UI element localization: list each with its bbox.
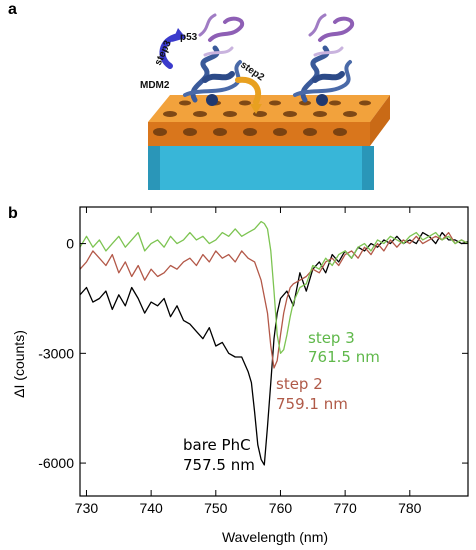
series-line-step-3 bbox=[79, 220, 469, 354]
protein-complex-left bbox=[183, 13, 245, 106]
annotation-step3-name: step 3 bbox=[308, 329, 355, 347]
panel-b-letter: b bbox=[8, 205, 18, 222]
annotation-bare-phc-value: 757.5 nm bbox=[183, 456, 255, 474]
x-axis-label: Wavelength (nm) bbox=[222, 529, 328, 545]
step2-arrow bbox=[235, 76, 262, 105]
x-tick-label: 780 bbox=[398, 500, 422, 516]
panel-a-letter: a bbox=[8, 1, 17, 18]
mdm2-label: MDM2 bbox=[140, 80, 170, 91]
x-tick-label: 760 bbox=[269, 500, 293, 516]
protein-complex-right bbox=[293, 13, 355, 106]
series-line-bare-phc bbox=[79, 231, 469, 466]
axis-ticks: 730 740 750 760 770 780 0 -3000 -6000 bbox=[38, 207, 468, 516]
photonic-crystal-slab bbox=[148, 95, 390, 146]
annotation-step2-value: 759.1 nm bbox=[276, 395, 348, 413]
slab-holes bbox=[153, 100, 371, 136]
y-tick-label: -3000 bbox=[38, 345, 74, 361]
step2-arrowhead bbox=[250, 104, 262, 114]
annotation-bare-phc-name: bare PhC bbox=[183, 436, 251, 454]
annotation-step3-value: 761.5 nm bbox=[308, 348, 380, 366]
x-tick-label: 770 bbox=[333, 500, 357, 516]
sensor-base bbox=[148, 146, 374, 190]
x-tick-label: 750 bbox=[204, 500, 228, 516]
plot-frame bbox=[79, 206, 469, 497]
y-tick-label: -6000 bbox=[38, 455, 74, 471]
y-tick-label: 0 bbox=[66, 236, 74, 252]
x-tick-label: 730 bbox=[75, 500, 99, 516]
annotation-step2-name: step 2 bbox=[276, 375, 323, 393]
y-axis-label: ΔI (counts) bbox=[11, 330, 27, 398]
step3-arrowhead bbox=[172, 28, 186, 42]
x-tick-label: 740 bbox=[139, 500, 163, 516]
p53-label: p53 bbox=[180, 32, 198, 43]
panel-a: a bbox=[8, 1, 390, 190]
panel-b: b 730 740 750 760 770 780 0 -3000 -6000 Waveleng… bbox=[8, 205, 469, 545]
plot-lines bbox=[79, 220, 469, 466]
series-line-step-2 bbox=[79, 231, 469, 369]
